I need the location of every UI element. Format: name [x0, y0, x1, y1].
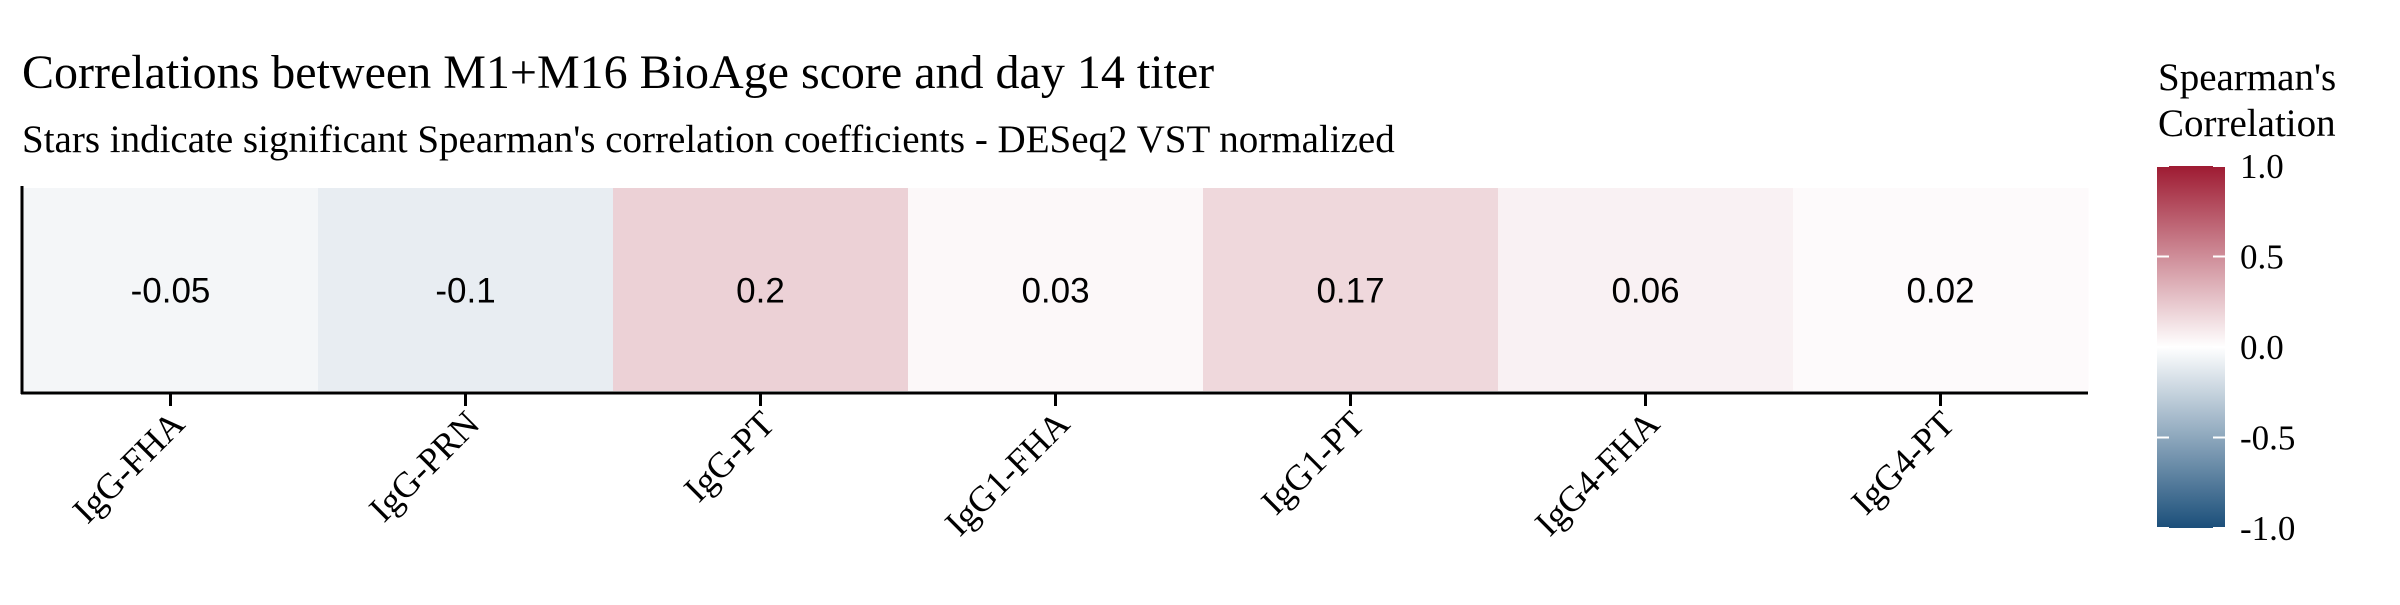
x-axis-tick-label: IgG-PT [676, 403, 782, 509]
heatmap-cell-value: -0.1 [435, 272, 495, 311]
chart-title: Correlations between M1+M16 BioAge score… [22, 46, 1214, 99]
heatmap-cell-value: 0.06 [1611, 272, 1679, 311]
heatmap-cell-value: -0.05 [131, 272, 211, 311]
x-axis-tick-label: IgG1-PT [1253, 403, 1372, 522]
legend-tick-label: 0.0 [2240, 328, 2284, 367]
x-axis-tick-label: IgG-PRN [361, 403, 487, 529]
x-axis-tick-label: IgG4-PT [1843, 403, 1962, 522]
color-legend: Spearman's Correlation 1.0 0.5 0.0 -0.5 -1.0 [2157, 56, 2336, 548]
heatmap-cell-value: 0.17 [1316, 272, 1384, 311]
legend-tick-label: -0.5 [2240, 419, 2295, 458]
legend-title-line-1: Spearman's [2158, 56, 2336, 99]
chart-subtitle: Stars indicate significant Spearman's co… [22, 118, 1395, 161]
heatmap-cell-igg4-pt [1793, 188, 2089, 391]
legend-tick-label: 1.0 [2240, 147, 2284, 186]
legend-ticks [2157, 165, 2225, 529]
x-axis-tick-labels: IgG-FHA IgG-PRN IgG-PT IgG1-FHA IgG1-PT IgG4-… [65, 403, 1962, 543]
heatmap-cell-value: 0.03 [1021, 272, 1089, 311]
heatmap-cell-value: 0.02 [1906, 272, 1974, 311]
heatmap-cell-labels: -0.05 -0.1 0.2 0.03 0.17 0.06 0.02 [131, 272, 1975, 311]
heatmap-cell-igg-pt [613, 188, 909, 391]
heatmap-cells [23, 188, 2089, 391]
heatmap-cell-igg1-fha [908, 188, 1204, 391]
x-axis-tick-label: IgG1-FHA [937, 403, 1077, 543]
legend-tick-label: -1.0 [2240, 509, 2295, 548]
x-axis-tick-label: IgG4-FHA [1527, 403, 1667, 543]
heatmap-cell-igg1-pt [1203, 188, 1499, 391]
legend-tick-labels: 1.0 0.5 0.0 -0.5 -1.0 [2240, 147, 2295, 548]
heatmap-cell-value: 0.2 [736, 272, 785, 311]
x-axis-ticks [169, 394, 1942, 406]
heatmap-cell-igg-fha [23, 188, 319, 391]
legend-tick-label: 0.5 [2240, 238, 2284, 277]
heatmap-cell-igg4-fha [1498, 188, 1794, 391]
heatmap-cell-igg-prn [318, 188, 614, 391]
legend-title-line-2: Correlation [2158, 102, 2336, 145]
x-axis-tick-label: IgG-FHA [65, 403, 192, 530]
